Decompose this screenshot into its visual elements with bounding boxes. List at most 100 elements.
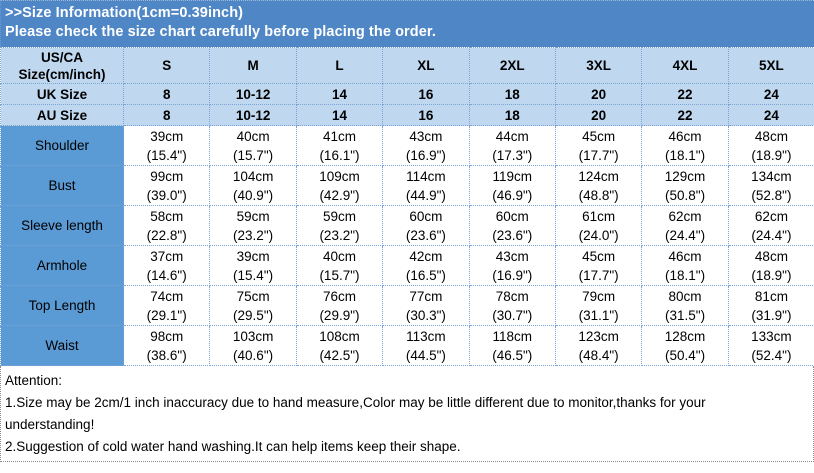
measurement-cell: 40cm (15.7") [209,125,297,166]
au-size-xl: 16 [382,104,470,126]
uk-size-m: 10-12 [209,83,297,105]
measurement-cell: 108cm (42.5") [295,325,384,366]
measurement-cell: 78cm (30.7") [468,285,556,326]
attention-note-1-continued: understanding! [5,417,95,432]
header-size-4xl: 4XL [641,47,729,84]
measurement-cell: 104cm (40.9") [209,165,297,206]
measurement-cell: 98cm (38.6") [122,325,211,366]
uk-size-3xl: 20 [554,83,643,105]
header-size-3xl: 3XL [554,47,643,84]
header-size-m: M [209,47,297,84]
uk-size-2xl: 18 [468,83,556,105]
measurement-cell: 45cm (17.7") [554,245,643,286]
measurement-cell: 109cm (42.9") [295,165,384,206]
measurement-cell: 40cm (15.7") [295,245,384,286]
corner-label-line2: Size(cm/inch) [18,66,106,82]
corner-label-line1: US/CA [40,49,83,65]
row-label-uk-size: UK Size [0,83,124,105]
measurement-cell: 119cm (46.9") [468,165,556,206]
row-label-measurement: Waist [0,325,124,366]
measurement-cell: 77cm (30.3") [382,285,470,326]
measurement-cell: 123cm (48.4") [554,325,643,366]
measurement-cell: 48cm (18.9") [727,245,814,286]
measurement-cell: 39cm (15.4") [209,245,297,286]
measurement-cell: 59cm (23.2") [209,205,297,246]
measurement-cell: 39cm (15.4") [122,125,211,166]
measurement-cell: 103cm (40.6") [209,325,297,366]
table-row: Bust 99cm (39.0") 104cm (40.9") 109cm (42.9… [0,165,814,206]
measurement-cell: 46cm (18.1") [641,245,729,286]
measurement-cell: 113cm (44.5") [382,325,470,366]
table-row: Sleeve length 58cm (22.8") 59cm (23.2") 59… [0,205,814,246]
measurement-cell: 99cm (39.0") [122,165,211,206]
header-corner-uscal-size: US/CA Size(cm/inch) [0,47,124,84]
table-row: Shoulder 39cm (15.4") 40cm (15.7") 41cm (16… [0,125,814,166]
measurement-cell: 42cm (16.5") [382,245,470,286]
attention-note-1: 1.Size may be 2cm/1 inch inaccuracy due … [5,395,706,410]
measurement-cell: 60cm (23.6") [382,205,470,246]
measurement-cell: 128cm (50.4") [641,325,729,366]
measurement-cell: 124cm (48.8") [554,165,643,206]
header-size-2xl: 2XL [468,47,556,84]
au-size-s: 8 [122,104,211,126]
measurement-cell: 43cm (16.9") [468,245,556,286]
row-label-measurement: Armhole [0,245,124,286]
header-size-l: L [295,47,384,84]
table-row-au-size: AU Size 8 10-12 14 16 18 20 22 24 [0,104,814,126]
measurement-cell: 43cm (16.9") [382,125,470,166]
measurement-cell: 118cm (46.5") [468,325,556,366]
measurement-cell: 45cm (17.7") [554,125,643,166]
banner-line-size-information: >>Size Information(1cm=0.39inch) [5,5,244,21]
au-size-5xl: 24 [727,104,814,126]
size-information-banner: >>Size Information(1cm=0.39inch) Please … [0,0,814,47]
row-label-au-size: AU Size [0,104,124,126]
measurement-cell: 44cm (17.3") [468,125,556,166]
measurement-cell: 48cm (18.9") [727,125,814,166]
measurement-cell: 134cm (52.8") [727,165,814,206]
attention-notes: Attention: 1.Size may be 2cm/1 inch inac… [0,366,814,462]
measurement-cell: 62cm (24.4") [641,205,729,246]
measurement-cell: 114cm (44.9") [382,165,470,206]
header-size-xl: XL [382,47,470,84]
measurement-cell: 41cm (16.1") [295,125,384,166]
measurement-cell: 79cm (31.1") [554,285,643,326]
measurement-cell: 76cm (29.9") [295,285,384,326]
measurement-cell: 80cm (31.5") [641,285,729,326]
header-size-s: S [122,47,211,84]
table-row: Top Length 74cm (29.1") 75cm (29.5") 76cm(… [0,285,814,326]
au-size-4xl: 22 [641,104,729,126]
table-header-row-sizes: US/CA Size(cm/inch) S M L XL 2XL 3XL 4XL… [0,47,814,84]
uk-size-5xl: 24 [727,83,814,105]
attention-title: Attention: [5,373,63,388]
uk-size-s: 8 [122,83,211,105]
measurement-cell: 60cm (23.6") [468,205,556,246]
row-label-measurement: Sleeve length [0,205,124,246]
table-row-uk-size: UK Size 8 10-12 14 16 18 20 22 24 [0,83,814,105]
row-label-measurement: Shoulder [0,125,124,166]
row-label-measurement: Top Length [0,285,124,326]
measurement-cell: 81cm (31.9") [727,285,814,326]
header-size-5xl: 5XL [727,47,814,84]
au-size-3xl: 20 [554,104,643,126]
measurement-cell: 58cm (22.8") [122,205,211,246]
measurement-cell: 46cm (18.1") [641,125,729,166]
row-label-measurement: Bust [0,165,124,206]
uk-size-4xl: 22 [641,83,729,105]
au-size-l: 14 [295,104,384,126]
au-size-m: 10-12 [209,104,297,126]
banner-line-check-chart: Please check the size chart carefully be… [5,24,436,40]
measurement-cell: 37cm (14.6") [122,245,211,286]
measurement-cell: 74cm (29.1") [122,285,211,326]
uk-size-l: 14 [295,83,384,105]
table-row: Armhole 37cm (14.6") 39cm (15.4") 40cm (15.… [0,245,814,286]
measurement-cell: 61cm (24.0") [554,205,643,246]
table-row: Waist 98cm (38.6") 103cm (40.6") 108cm (42.… [0,325,814,366]
size-chart-table: US/CA Size(cm/inch) S M L XL 2XL 3XL 4XL… [0,47,814,366]
uk-size-xl: 16 [382,83,470,105]
measurement-cell: 129cm (50.8") [641,165,729,206]
measurement-cell: 133cm (52.4") [727,325,814,366]
measurement-cell: 62cm (24.4") [727,205,814,246]
au-size-2xl: 18 [468,104,556,126]
measurement-cell: 75cm (29.5") [209,285,297,326]
